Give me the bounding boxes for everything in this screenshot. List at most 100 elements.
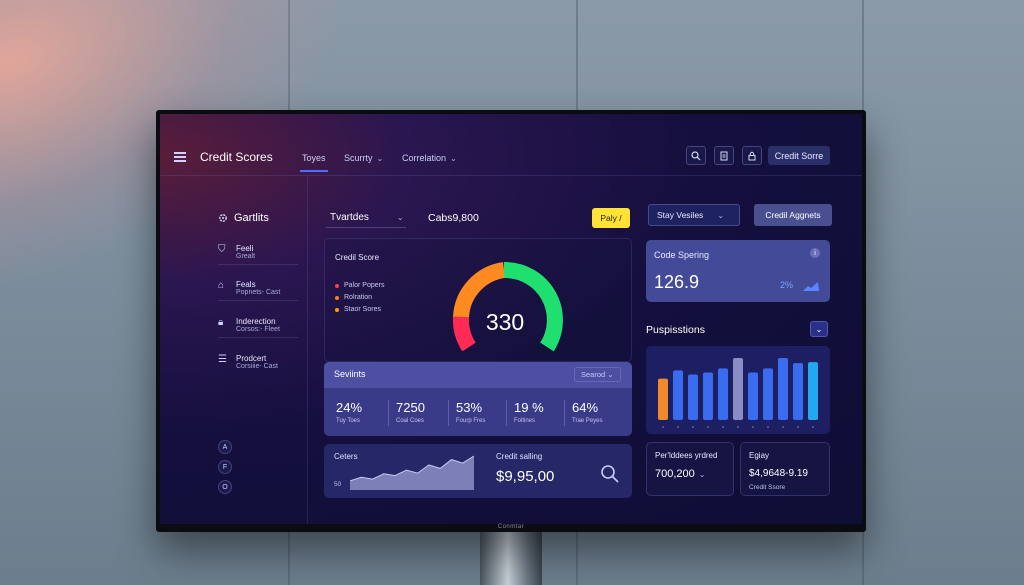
sidebar-item-feals[interactable]: ⌂ Feals Popnets- Cast xyxy=(218,280,298,301)
balance-value: Cabs9,800 xyxy=(428,212,479,224)
search-button[interactable] xyxy=(686,146,706,165)
bar xyxy=(733,358,743,420)
shield-icon: ⛉ xyxy=(218,244,226,255)
sidebar-item-inderection[interactable]: 🔒︎ Inderection Corsos:- Fleet xyxy=(218,317,298,338)
lock-icon: 🔒︎ xyxy=(218,317,224,328)
sidebar-item-prodcert[interactable]: ☰ Prodcert Corsiiie- Cast xyxy=(218,354,279,370)
bar-chart xyxy=(658,358,818,428)
stat-item: 53% Fourp Fres xyxy=(456,400,486,424)
database-icon: ☰ xyxy=(218,354,227,365)
bar xyxy=(718,368,728,420)
chevron-down-icon[interactable]: ⌄ xyxy=(810,321,828,337)
sidebar-heading: Gartlits xyxy=(218,212,269,224)
chevron-down-icon: ⌄ xyxy=(376,154,384,163)
credit-score-button[interactable]: Credit Sorre xyxy=(768,146,830,165)
mini-button-f[interactable]: F xyxy=(218,460,232,474)
kpi-percent: 2% xyxy=(780,280,794,290)
credit-score-gauge xyxy=(452,261,563,352)
menu-icon[interactable] xyxy=(174,152,186,162)
stats-header xyxy=(324,362,632,388)
stats-dropdown[interactable]: Searod ⌄ xyxy=(574,367,621,382)
copy-button[interactable] xyxy=(714,146,734,165)
metric-value[interactable]: 700,200 ⌄ xyxy=(655,468,706,480)
dropdown-underline xyxy=(326,227,406,228)
bar xyxy=(673,370,683,420)
gauge-mid-segment xyxy=(453,262,506,318)
lock-icon xyxy=(748,151,756,160)
stat-item: 24% Tuy Toes xyxy=(336,400,363,424)
gauge-high-segment xyxy=(503,261,563,352)
metric-card-2: Egiay $4,9648-9.19 Credit Ssore xyxy=(740,442,830,496)
stats-title: Seviints xyxy=(334,369,366,379)
credit-score-card: Credil Score Palor Popers Rolration Stao… xyxy=(324,238,632,362)
chevron-down-icon: ⌄ xyxy=(607,370,614,379)
area-fill xyxy=(350,456,474,490)
gear-icon xyxy=(219,214,227,222)
top-bar: Credit Scores Toyes Scurrty ⌄ Correlation… xyxy=(160,114,862,176)
stats-card: Seviints Searod ⌄ 24% Tuy Toes 7250 Coal C… xyxy=(324,362,632,436)
nav-tab-scurrty[interactable]: Scurrty ⌄ xyxy=(344,153,384,163)
bar-tick xyxy=(677,426,679,428)
search-icon[interactable] xyxy=(600,464,620,484)
area-chart xyxy=(350,455,474,490)
bar xyxy=(748,372,758,420)
chevron-down-icon: ⌄ xyxy=(396,213,404,222)
main-dropdown[interactable]: Tvartdes ⌄ xyxy=(330,212,404,223)
bar xyxy=(763,368,773,420)
app-title: Credit Scores xyxy=(200,150,273,164)
bar xyxy=(658,378,668,420)
pay-button[interactable]: Paly / xyxy=(592,208,630,228)
tv-monitor: Credit Scores Toyes Scurrty ⌄ Correlation… xyxy=(156,110,866,532)
bar xyxy=(793,363,803,420)
bar-tick xyxy=(767,426,769,428)
bar xyxy=(778,358,788,420)
metric-card-1: Per'lddees yrdred 700,200 ⌄ xyxy=(646,442,734,496)
lock-button[interactable] xyxy=(742,146,762,165)
legend-item: Palor Popers xyxy=(335,282,384,289)
bar xyxy=(703,372,713,420)
kpi-card: Code Spering i 126.9 2% xyxy=(646,240,830,302)
credit-selling-value: $9,95,00 xyxy=(496,468,555,485)
stat-item: 64% Trae Peyes xyxy=(572,400,603,424)
bar-tick xyxy=(722,426,724,428)
kpi-title: Code Spering xyxy=(654,250,710,260)
metric-title: Egiay xyxy=(749,451,770,460)
credit-selling-card: Ceters 50 Credit salling $9,95,00 xyxy=(324,444,632,498)
bar-tick xyxy=(782,426,784,428)
legend-item: Rolration xyxy=(335,294,372,301)
legend-item: Staor Sores xyxy=(335,306,381,313)
panel-title: Puspisstions xyxy=(646,324,705,336)
bar-tick xyxy=(737,426,739,428)
bottom-card-title: Ceters xyxy=(334,452,358,461)
sidebar-item-feeli[interactable]: ⛉ Feeli Grealt xyxy=(218,244,298,265)
bar-tick xyxy=(707,426,709,428)
chevron-down-icon: ⌄ xyxy=(450,154,457,163)
bar-tick xyxy=(662,426,664,428)
gauge-value: 330 xyxy=(485,309,525,335)
chevron-down-icon: ⌄ xyxy=(717,210,725,220)
gauge-low-segment xyxy=(452,316,476,352)
bar xyxy=(688,374,698,420)
bar xyxy=(808,362,818,420)
dashboard-screen: Credit Scores Toyes Scurrty ⌄ Correlation… xyxy=(160,114,862,524)
bar-tick xyxy=(812,426,814,428)
score-card-title: Credil Score xyxy=(335,253,380,262)
bar-chart-card xyxy=(646,346,830,434)
credit-adjustments-button[interactable]: Credil Aggnets xyxy=(754,204,832,226)
mini-button-o[interactable]: O xyxy=(218,480,232,494)
axis-label: 50 xyxy=(334,481,342,488)
copy-icon xyxy=(720,151,728,160)
area-line xyxy=(350,455,474,482)
tv-stand xyxy=(480,528,542,585)
right-dropdown[interactable]: Stay Vesiles ⌄ xyxy=(648,204,740,226)
credit-selling-label: Credit salling xyxy=(496,452,543,461)
mini-button-a[interactable]: A xyxy=(218,440,232,454)
nav-tab-correlation[interactable]: Correlation ⌄ xyxy=(402,153,457,163)
info-icon[interactable]: i xyxy=(810,248,820,258)
stat-item: 19 % Foltines xyxy=(514,400,544,424)
nav-tab-toyes[interactable]: Toyes xyxy=(300,153,328,172)
chevron-down-icon: ⌄ xyxy=(698,470,706,479)
metric-subtitle: Credit Ssore xyxy=(749,484,786,491)
stat-item: 7250 Coal Coes xyxy=(396,400,425,424)
metric-title: Per'lddees yrdred xyxy=(655,451,718,460)
